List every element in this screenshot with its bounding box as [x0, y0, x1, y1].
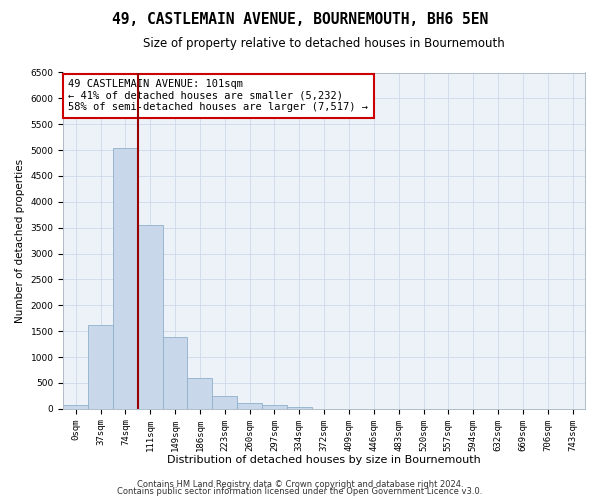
Bar	[237, 403, 262, 409]
Bar	[262, 404, 287, 409]
Bar	[163, 338, 187, 409]
Bar	[212, 396, 237, 409]
Bar	[113, 148, 138, 409]
X-axis label: Distribution of detached houses by size in Bournemouth: Distribution of detached houses by size …	[167, 455, 481, 465]
Bar	[187, 378, 212, 409]
Text: Contains HM Land Registry data © Crown copyright and database right 2024.: Contains HM Land Registry data © Crown c…	[137, 480, 463, 489]
Text: 49, CASTLEMAIN AVENUE, BOURNEMOUTH, BH6 5EN: 49, CASTLEMAIN AVENUE, BOURNEMOUTH, BH6 …	[112, 12, 488, 28]
Y-axis label: Number of detached properties: Number of detached properties	[15, 158, 25, 322]
Bar	[138, 225, 163, 409]
Bar	[287, 407, 312, 409]
Title: Size of property relative to detached houses in Bournemouth: Size of property relative to detached ho…	[143, 38, 505, 51]
Text: Contains public sector information licensed under the Open Government Licence v3: Contains public sector information licen…	[118, 487, 482, 496]
Text: 49 CASTLEMAIN AVENUE: 101sqm
← 41% of detached houses are smaller (5,232)
58% of: 49 CASTLEMAIN AVENUE: 101sqm ← 41% of de…	[68, 79, 368, 112]
Bar	[63, 404, 88, 409]
Bar	[88, 325, 113, 409]
